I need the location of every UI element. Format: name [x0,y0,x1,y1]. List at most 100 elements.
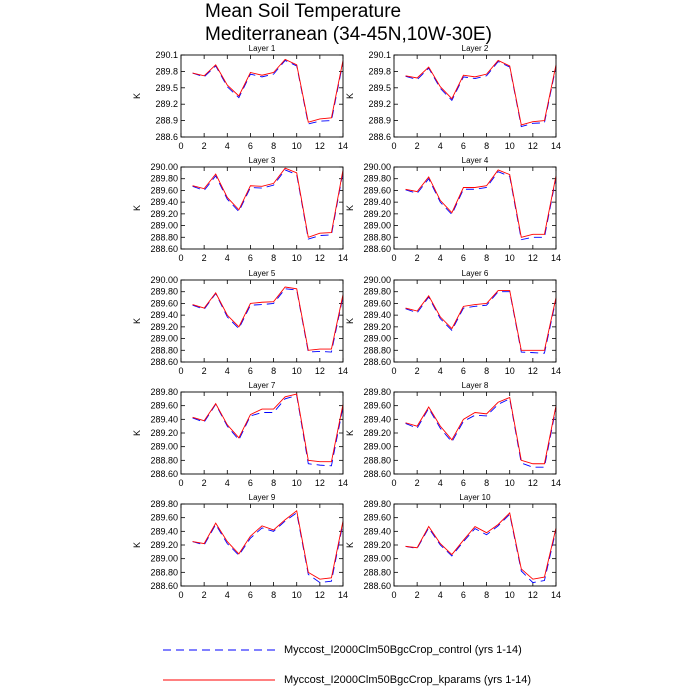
x-tick-label: 8 [484,478,489,488]
x-tick-label: 2 [202,253,207,263]
y-tick-label: 289.60 [150,185,178,195]
y-tick-label: 289.40 [150,197,178,207]
series-line [192,167,344,238]
x-tick-label: 6 [248,366,253,376]
x-tick-label: 12 [315,478,325,488]
plot-frame [393,391,557,475]
y-axis-label: K [132,542,142,548]
y-tick-label: 289.40 [150,526,178,536]
series-line [192,512,344,584]
x-tick-label: 2 [202,478,207,488]
y-tick-label: 288.80 [150,567,178,577]
x-tick-label: 10 [505,253,515,263]
x-tick-label: 0 [178,590,183,600]
y-tick-label: 289.8 [155,66,178,76]
x-tick-label: 2 [415,590,420,600]
x-tick-label: 2 [202,366,207,376]
y-axis-label: K [345,93,355,99]
y-tick-label: 288.60 [363,357,391,367]
y-tick-label: 288.9 [368,116,391,126]
y-tick-label: 289.2 [155,99,178,109]
x-tick-label: 12 [315,590,325,600]
y-tick-label: 289.60 [363,185,391,195]
x-tick-label: 8 [271,253,276,263]
x-tick-label: 10 [292,590,302,600]
x-tick-label: 8 [271,478,276,488]
x-tick-label: 12 [315,141,325,151]
x-tick-label: 8 [484,253,489,263]
series-line [405,290,557,351]
x-tick-label: 4 [438,141,443,151]
x-tick-label: 2 [415,253,420,263]
y-tick-label: 289.20 [150,322,178,332]
legend-label: Myccost_I2000Clm50BgcCrop_control (yrs 1… [284,644,522,656]
series-line [192,169,344,240]
y-tick-label: 289.40 [363,526,391,536]
y-tick-label: 289.40 [150,414,178,424]
y-tick-label: 289.20 [363,428,391,438]
x-tick-label: 0 [178,141,183,151]
plot-frame [180,279,344,363]
x-tick-label: 10 [505,590,515,600]
x-tick-label: 0 [391,590,396,600]
y-axis-label: K [132,430,142,436]
x-tick-label: 2 [415,141,420,151]
title-line: Mediterranean (34-45N,10W-30E) [205,24,492,45]
plot-frame [180,391,344,475]
x-tick-label: 0 [391,478,396,488]
x-tick-label: 14 [551,478,561,488]
y-tick-label: 289.00 [363,221,391,231]
panel-title: Layer 7 [249,381,276,390]
x-tick-label: 4 [438,253,443,263]
y-tick-label: 288.60 [363,469,391,479]
x-tick-label: 0 [178,366,183,376]
plot-frame [180,54,344,138]
y-tick-label: 289.40 [363,414,391,424]
x-tick-label: 0 [391,366,396,376]
x-tick-label: 12 [528,253,538,263]
y-tick-label: 289.60 [150,298,178,308]
x-tick-label: 10 [292,366,302,376]
y-tick-label: 290.00 [150,275,178,285]
series-line [405,291,557,354]
x-tick-label: 12 [528,366,538,376]
y-axis-label: K [345,318,355,324]
y-tick-label: 289.00 [150,442,178,452]
y-tick-label: 289.00 [150,221,178,231]
y-tick-label: 288.80 [363,455,391,465]
x-tick-label: 8 [484,141,489,151]
x-tick-label: 6 [248,478,253,488]
plot-frame [393,503,557,587]
series-line [405,398,557,468]
plot-frame [180,166,344,250]
y-tick-label: 289.80 [150,287,178,297]
x-tick-label: 4 [438,590,443,600]
y-tick-label: 289.20 [150,540,178,550]
y-tick-label: 289.80 [150,387,178,397]
x-tick-label: 14 [338,590,348,600]
y-tick-label: 289.40 [150,310,178,320]
y-tick-label: 289.40 [363,310,391,320]
y-tick-label: 289.20 [363,209,391,219]
x-tick-label: 8 [484,366,489,376]
panel-title: Layer 9 [249,493,276,502]
y-axis-label: K [132,318,142,324]
y-tick-label: 289.00 [150,334,178,344]
y-axis-label: K [345,542,355,548]
y-tick-label: 289.20 [150,209,178,219]
legend-label: Myccost_I2000Clm50BgcCrop_kparams (yrs 1… [284,674,531,686]
y-tick-label: 289.80 [150,499,178,509]
plot-frame [393,54,557,138]
y-axis-label: K [345,205,355,211]
series-line [192,510,344,580]
y-tick-label: 288.80 [150,232,178,242]
y-tick-label: 288.80 [150,345,178,355]
plot-frame [180,503,344,587]
series-line [405,171,557,241]
x-tick-label: 10 [505,141,515,151]
x-tick-label: 6 [248,253,253,263]
x-tick-label: 14 [338,141,348,151]
panel-title: Layer 3 [249,156,276,165]
y-tick-label: 289.40 [363,197,391,207]
